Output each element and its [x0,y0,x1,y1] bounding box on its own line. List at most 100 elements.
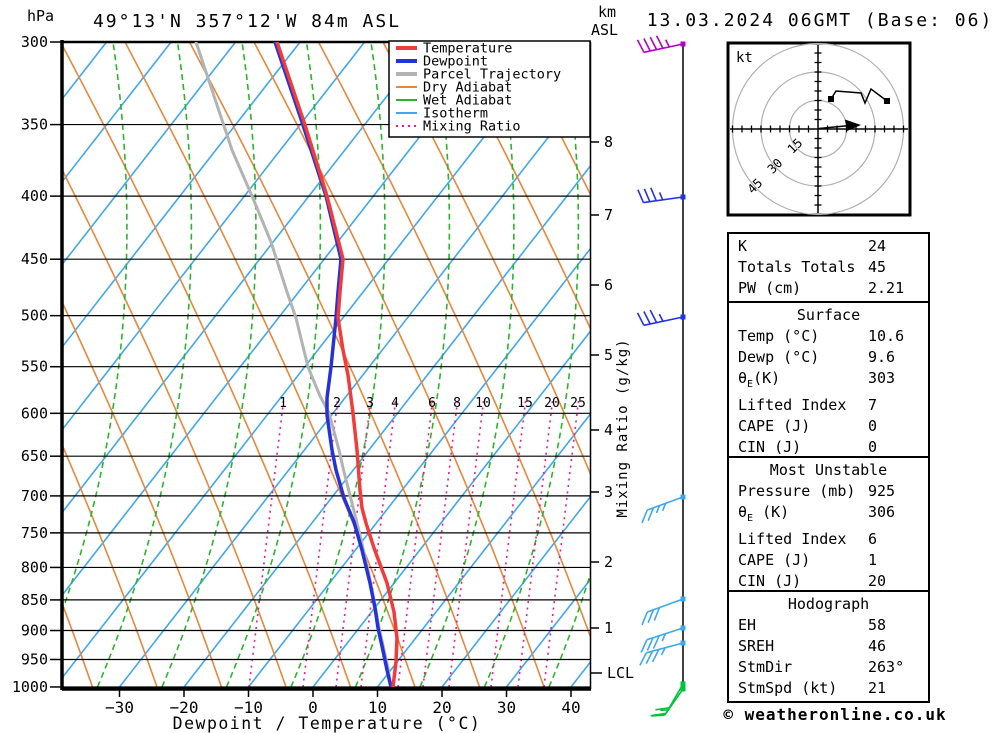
wind-barb [640,625,686,653]
chart-title: 49°13'N 357°12'W 84m ASL [93,11,401,32]
wind-barb-dot [680,681,686,687]
dry-adiabat-line [62,442,158,687]
stat-value: 0 [868,417,878,435]
hodograph-wind-trace [830,87,888,105]
wind-barb-feather [651,649,660,663]
wind-barb-shaft [643,196,684,204]
stat-row: CIN (J) 0 [729,437,928,458]
stat-value: 306 [868,503,896,521]
isotherm-line [247,246,591,687]
wind-barb [636,35,686,54]
wind-barb-dot [680,494,686,500]
mixing-ratio-value-labels: 1 2 3 4 6 8 10 15 20 25 [279,396,586,411]
wind-barb-dot [680,596,686,602]
stat-row: Pressure (mb) 925 [729,481,928,502]
dry-adiabat-line [253,42,545,687]
km-axis-label: km [598,3,616,21]
temp-tick-label: 20 [432,698,451,717]
stats-table-title: Surface [796,306,861,324]
wind-barb-feather [643,38,651,52]
wind-barb-shaft [663,688,684,716]
wind-barb-feather [640,639,648,653]
dry-adiabat-line [62,43,352,687]
curve-dewpoint [273,42,393,687]
dry-adiabat-line [62,300,223,687]
wind-barb-shaft [643,43,684,54]
wind-barb-feather [645,650,654,664]
stat-row: StmDir 263° [729,657,928,678]
wind-barb-dot [680,314,686,320]
legend-label: Parcel Trajectory [423,67,561,83]
isotherm-line [62,42,301,349]
km-tick-label: 4 [604,421,613,439]
stat-row: Lifted Index 6 [729,529,928,550]
stat-label: Lifted Index [738,396,847,414]
theta-e-label: θE(K) [738,369,781,390]
km-tick-label: 6 [604,276,613,294]
stat-row: Temp (°C) 10.6 [729,326,928,347]
pressure-tick-label: 600 [21,404,48,422]
isotherm-line [118,81,591,687]
pressure-tick-label: 300 [21,33,48,51]
mixing-ratio-value: 6 [428,396,436,411]
isotherm-line [312,329,591,687]
stat-label: Pressure (mb) [738,482,856,500]
stat-value: 0 [868,438,878,456]
stat-row: EH 58 [729,615,928,636]
mixing-ratio-line [448,396,485,687]
mixing-ratio-value: 10 [475,396,491,411]
stat-label: CIN (J) [738,438,802,456]
temp-tick-label: −30 [105,698,134,717]
pressure-tick-label: 900 [21,622,48,640]
temp-tick-label: 40 [561,698,580,717]
wind-barb-feather [658,192,664,201]
sounding-curves [194,42,399,687]
stat-value: 21 [868,679,887,697]
stat-label: Lifted Index [738,530,847,548]
stats-table-indices: K 24 Totals Totals 45 PW (cm) 2.21 [727,232,930,303]
isotherm-line [376,411,591,687]
stat-label: Dewp (°C) [738,348,820,366]
stat-label: CIN (J) [738,572,802,590]
stats-table-hodograph: Hodograph EH 58 SREH 46 StmDir 263° StmS… [727,590,930,703]
curve-temperature [275,42,399,687]
wind-barb-feather [650,187,657,202]
km-tick-label: 5 [604,346,613,364]
legend-label: Mixing Ratio [423,119,521,135]
wind-barb-feather [650,714,665,717]
isotherm-line [183,163,591,687]
stat-row: Lifted Index 7 [729,395,928,416]
stat-label: EH [738,616,757,634]
legend-label: Temperature [423,41,512,57]
isotherm-line [62,42,430,514]
stat-row: PW (cm) 2.21 [729,278,928,299]
km-tick-label: 2 [604,553,613,571]
stat-value: 303 [868,369,896,387]
stat-label: Totals Totals [738,258,856,276]
copyright-label: © weatheronline.co.uk [723,705,946,724]
wind-barb [636,309,686,327]
pressure-tick-label: 700 [21,487,48,505]
legend-label: Isotherm [423,106,488,122]
wind-barb-feather [636,39,645,53]
temp-tick-label: −20 [170,698,199,717]
pressure-tick-label: 450 [21,250,48,268]
wind-barb-feather [649,36,658,50]
stat-value: 24 [868,237,887,255]
wind-barb-feather [641,509,649,524]
isotherm-line [62,42,172,184]
wind-barb-feather [636,312,645,326]
wind-barb-feather [643,311,651,325]
wind-barb [637,187,686,204]
dry-adiabat-line [511,42,591,198]
stat-value: 7 [868,396,878,414]
mixing-ratio-line [302,396,339,687]
storm-motion-line [818,124,851,130]
dry-adiabat-line [188,42,481,687]
pressure-tick-label: 500 [21,307,48,325]
pressure-tick-label: 350 [21,116,48,134]
